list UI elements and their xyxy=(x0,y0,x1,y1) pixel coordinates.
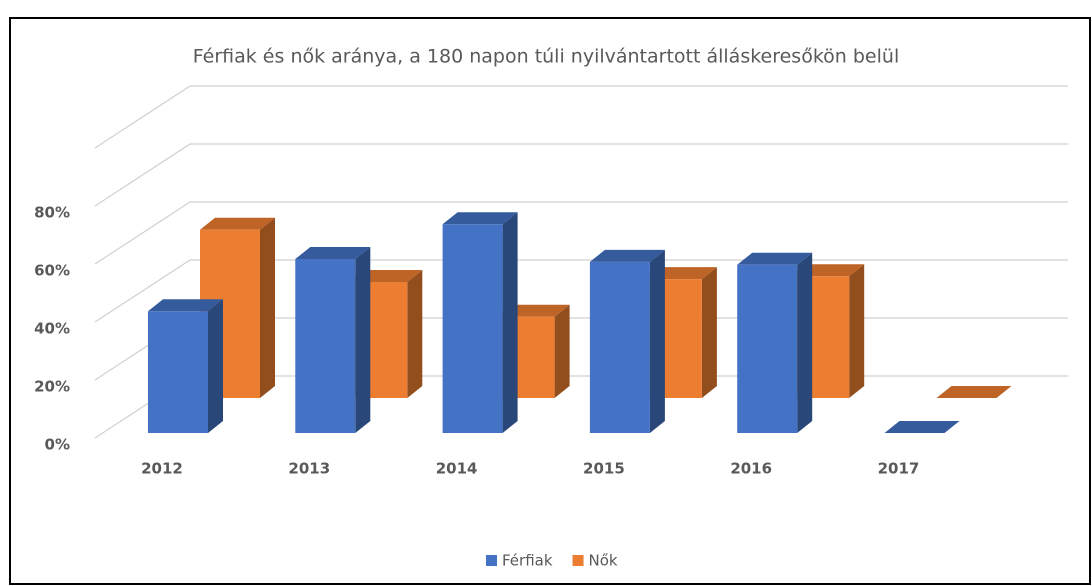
bar-face xyxy=(442,212,518,225)
legend-swatch xyxy=(572,555,584,566)
bar xyxy=(737,252,813,433)
bar-face xyxy=(355,247,371,433)
bar-face xyxy=(554,304,570,398)
x-tick-label: 2015 xyxy=(583,460,625,478)
legend-label: Nők xyxy=(589,552,618,570)
grid-line xyxy=(94,85,1068,149)
bar-face xyxy=(260,217,275,398)
bar-face xyxy=(649,249,665,433)
bar-face xyxy=(295,247,371,259)
bar xyxy=(884,421,960,433)
x-tick-label: 2017 xyxy=(878,460,920,478)
bar xyxy=(442,212,518,433)
bar xyxy=(295,247,371,433)
bar-face xyxy=(502,212,518,433)
bar-face xyxy=(200,217,275,230)
bar-face xyxy=(407,270,423,398)
bar xyxy=(936,386,1012,398)
legend-swatch xyxy=(486,555,497,566)
y-tick-label: 20% xyxy=(34,378,70,396)
chart-title: Férfiak és nők aránya, a 180 napon túli … xyxy=(193,46,899,68)
x-tick-label: 2013 xyxy=(288,460,330,478)
bar xyxy=(589,249,665,433)
grid-line xyxy=(94,201,1068,265)
bar xyxy=(148,299,223,433)
bar-face xyxy=(589,249,665,262)
y-tick-label: 60% xyxy=(34,262,70,280)
bar-face xyxy=(442,224,503,433)
x-tick-label: 2016 xyxy=(730,460,772,478)
bar-face xyxy=(208,299,223,433)
x-tick-label: 2014 xyxy=(436,460,478,478)
bar-face xyxy=(737,252,813,265)
bar-face xyxy=(148,311,208,433)
bar-face xyxy=(148,299,223,312)
y-tick-label: 40% xyxy=(34,320,70,338)
bar-face xyxy=(849,264,865,398)
bar-face xyxy=(589,261,650,433)
bar-face xyxy=(936,386,1012,398)
legend-label: Férfiak xyxy=(502,552,553,570)
bar-face xyxy=(737,264,798,433)
y-tick-label: 80% xyxy=(34,204,70,222)
grid-line xyxy=(94,143,1068,207)
bar-face xyxy=(295,259,356,433)
bar-face xyxy=(884,421,960,433)
bar-face xyxy=(797,252,813,433)
y-tick-label: 0% xyxy=(45,436,70,454)
bar-face xyxy=(701,267,717,398)
x-tick-label: 2012 xyxy=(141,460,183,478)
